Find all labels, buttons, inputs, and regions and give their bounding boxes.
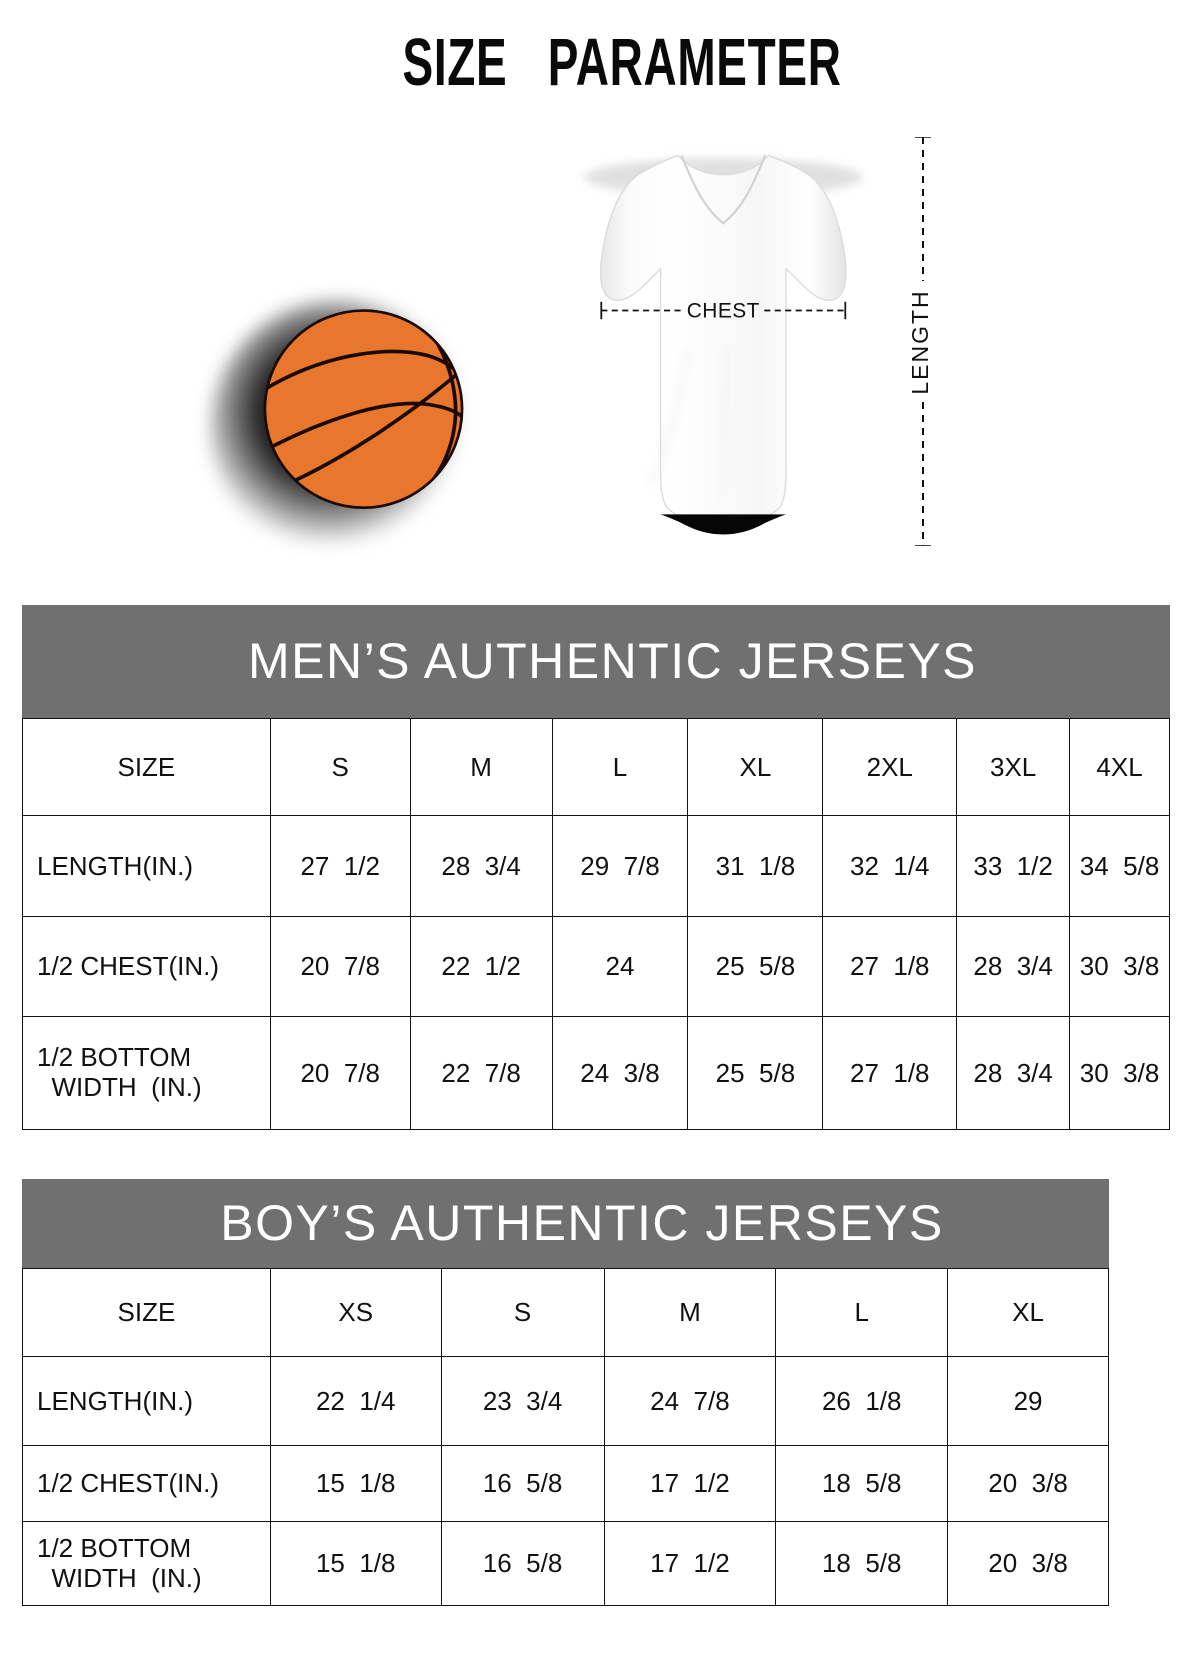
svg-text:CHEST: CHEST [686, 299, 759, 322]
svg-text:LENGTH: LENGTH [907, 289, 933, 394]
